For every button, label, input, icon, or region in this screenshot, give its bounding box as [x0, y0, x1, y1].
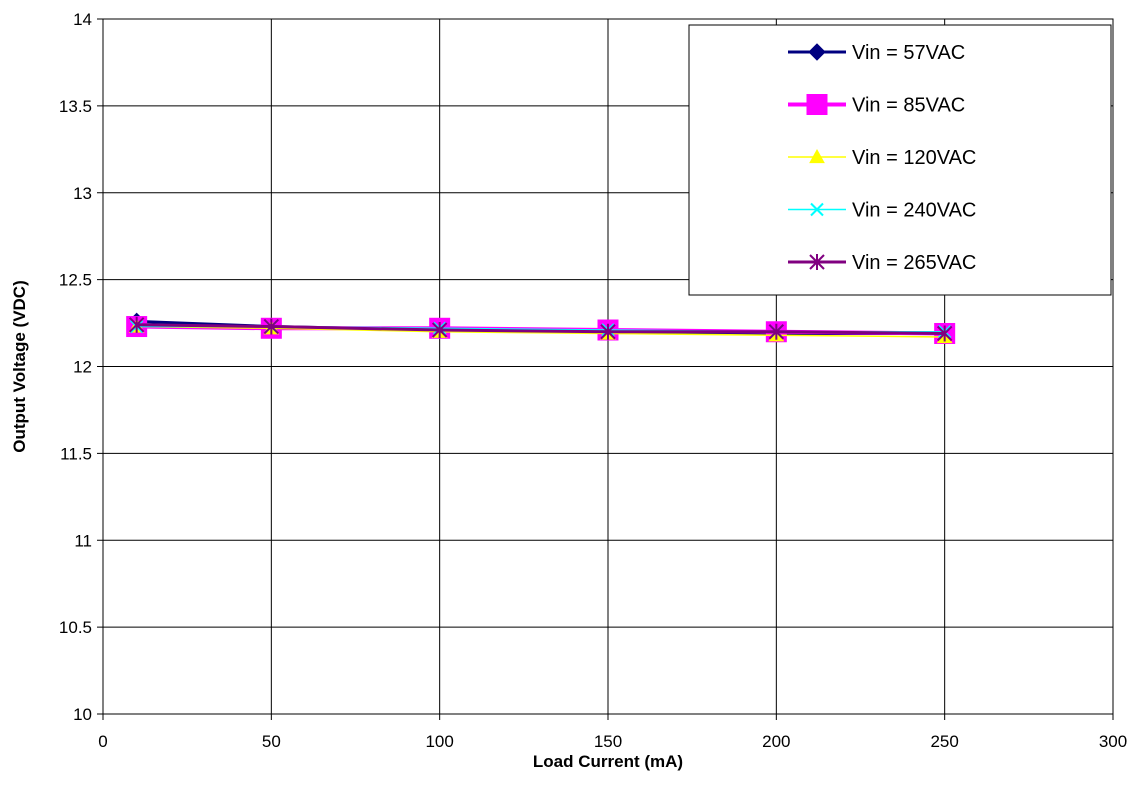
y-axis-title: Output Voltage (VDC) [10, 280, 29, 453]
x-tick-label: 0 [98, 732, 107, 751]
x-tick-label: 250 [930, 732, 958, 751]
y-tick-label: 12 [73, 358, 92, 377]
legend-item: Vin = 85VAC [788, 94, 965, 117]
y-tick-label: 14 [73, 10, 92, 29]
legend-item: Vin = 265VAC [788, 252, 976, 274]
legend-item: Vin = 240VAC [788, 200, 976, 222]
series-group [126, 312, 956, 344]
x-tick-label: 50 [262, 732, 281, 751]
x-tick-label: 300 [1099, 732, 1127, 751]
data-point [936, 325, 953, 342]
legend-item: Vin = 120VAC [788, 147, 976, 169]
y-tick-label: 13.5 [59, 97, 92, 116]
legend-label: Vin = 85VAC [852, 95, 965, 117]
data-point [768, 323, 785, 340]
series-line [136, 323, 945, 335]
x-tick-label: 100 [425, 732, 453, 751]
series-line [136, 325, 945, 338]
y-tick-label: 11 [74, 531, 92, 550]
legend-marker [809, 148, 825, 164]
y-tick-label: 13 [73, 184, 92, 203]
legend-label: Vin = 265VAC [852, 252, 976, 274]
series-5 [128, 316, 953, 342]
y-tick-label: 12.5 [59, 271, 92, 290]
data-point [263, 318, 280, 335]
legend-marker [810, 202, 824, 217]
x-tick-label: 200 [762, 732, 790, 751]
x-axis-title: Load Current (mA) [533, 752, 683, 771]
x-tick-label: 150 [594, 732, 622, 751]
legend-item: Vin = 57VAC [788, 42, 965, 64]
legend-marker [806, 94, 828, 115]
axis-ticks: 0 50 100 150 200 250 300 10 10.5 11 11.5 12 12.5 13 13… [59, 10, 1127, 751]
legend-box [688, 24, 1112, 296]
legend-marker [809, 254, 825, 270]
legend-label: Vin = 57VAC [852, 42, 965, 64]
y-tick-label: 10 [73, 705, 92, 724]
y-tick-label: 11.5 [60, 444, 92, 463]
legend-label: Vin = 240VAC [852, 200, 976, 222]
legend-label: Vin = 120VAC [852, 147, 976, 169]
data-point [600, 323, 616, 340]
y-tick-label: 10.5 [59, 618, 92, 637]
legend: Vin = 57VAC Vin = 85VAC Vin = 120VAC Vin = … [688, 24, 1112, 296]
data-point [431, 322, 448, 339]
legend-marker [808, 43, 826, 61]
data-point [128, 316, 145, 333]
